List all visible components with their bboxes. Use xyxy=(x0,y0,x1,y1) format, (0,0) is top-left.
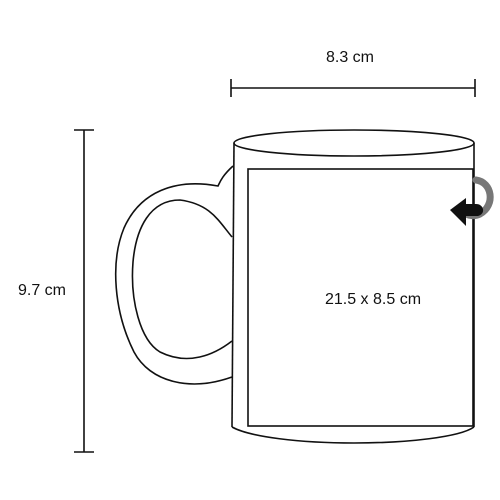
width-label: 8.3 cm xyxy=(326,49,374,66)
mug-base xyxy=(231,426,475,444)
height-dimension xyxy=(74,129,94,453)
mug-body xyxy=(231,129,475,444)
handle-inner xyxy=(131,199,233,360)
curved-arrow-icon xyxy=(450,176,494,226)
mug-handle xyxy=(114,165,234,385)
print-area-label: 21.5 x 8.5 cm xyxy=(325,291,421,308)
width-dimension xyxy=(230,79,476,97)
print-area xyxy=(247,168,474,427)
mug-left-side xyxy=(231,142,235,428)
height-label: 9.7 cm xyxy=(18,282,66,299)
handle-outer xyxy=(114,165,234,385)
mug-rim xyxy=(233,129,475,157)
